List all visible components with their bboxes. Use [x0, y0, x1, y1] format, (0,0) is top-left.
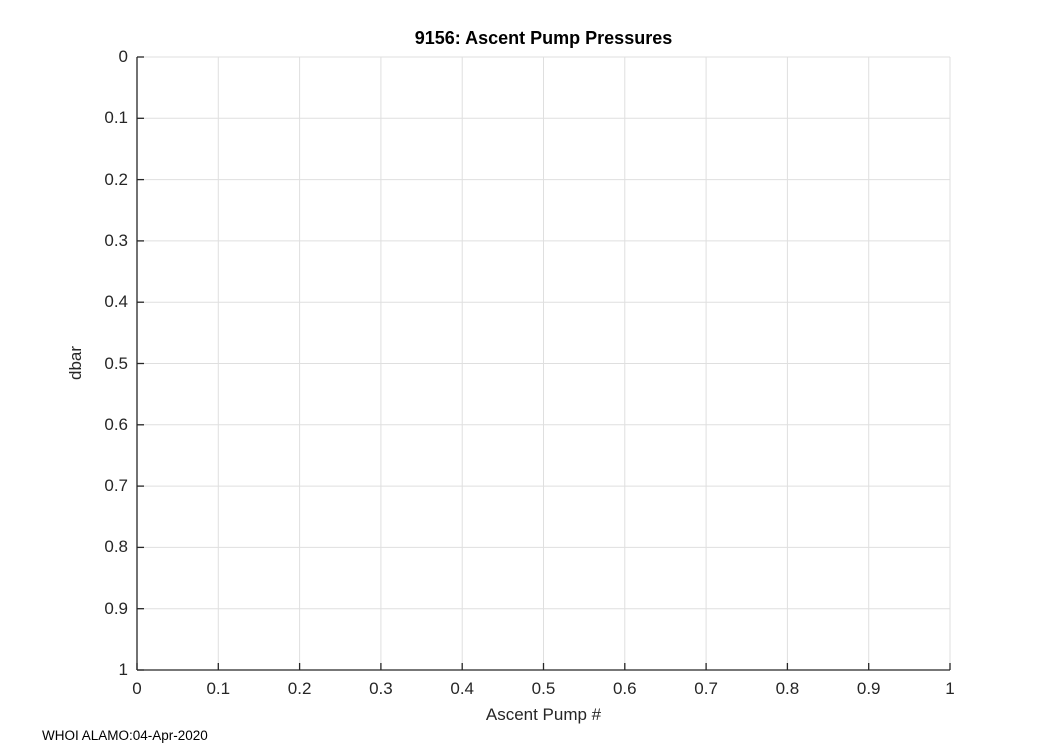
watermark-text: WHOI ALAMO:04-Apr-2020 — [42, 728, 208, 743]
y-tick-label: 0.3 — [104, 230, 128, 250]
x-tick-label: 0.4 — [450, 679, 475, 698]
y-tick-label: 0.6 — [104, 414, 128, 434]
y-tick-label: 0.1 — [104, 108, 128, 128]
y-axis-label: dbar — [66, 345, 85, 381]
x-tick-label: 1 — [945, 679, 955, 698]
x-tick-label: 0.6 — [612, 679, 637, 698]
y-tick-label: 0.4 — [104, 292, 128, 312]
x-tick-label: 0.1 — [206, 679, 231, 698]
x-tick-label: 0.3 — [369, 679, 393, 698]
y-tick-label: 0.7 — [104, 476, 128, 496]
x-tick-label: 0.2 — [287, 679, 312, 698]
y-tick-label: 1 — [118, 660, 128, 679]
x-tick-label: 0.8 — [775, 679, 800, 698]
x-tick-label: 0.9 — [856, 679, 881, 698]
y-tick-label: 0.9 — [104, 598, 128, 618]
chart-title: 9156: Ascent Pump Pressures — [414, 28, 673, 48]
y-tick-label: 0.2 — [104, 169, 128, 189]
y-tick-label: 0 — [118, 47, 128, 66]
x-tick-label: 0.5 — [531, 679, 556, 698]
x-tick-label: 0 — [132, 679, 142, 698]
y-tick-label: 0.5 — [104, 353, 128, 373]
x-tick-label: 0.7 — [694, 679, 718, 698]
x-axis-label: Ascent Pump # — [485, 705, 602, 724]
y-tick-label: 0.8 — [104, 537, 128, 557]
